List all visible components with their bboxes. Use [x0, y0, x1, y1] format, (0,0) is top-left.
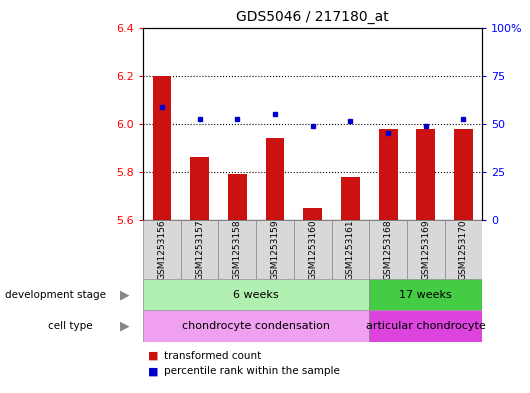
Text: GSM1253170: GSM1253170 [459, 219, 468, 280]
Text: GSM1253157: GSM1253157 [195, 219, 204, 280]
Bar [341, 177, 360, 220]
Bar [218, 220, 256, 279]
Text: cell type: cell type [48, 321, 92, 331]
Text: GSM1253159: GSM1253159 [270, 219, 279, 280]
Bar [143, 220, 181, 279]
Text: GSM1253168: GSM1253168 [384, 219, 393, 280]
Text: ▶: ▶ [120, 320, 130, 333]
Text: chondrocyte condensation: chondrocyte condensation [182, 321, 330, 331]
Bar [369, 310, 482, 342]
Bar [332, 220, 369, 279]
Text: ■: ■ [148, 366, 159, 376]
Bar [256, 220, 294, 279]
Bar [143, 279, 369, 310]
Bar [407, 220, 445, 279]
Bar [181, 220, 218, 279]
Bar [369, 279, 482, 310]
Bar [228, 174, 247, 220]
Text: 17 weeks: 17 weeks [400, 290, 452, 300]
Text: GSM1253156: GSM1253156 [157, 219, 166, 280]
Text: ■: ■ [148, 351, 159, 361]
Text: development stage: development stage [5, 290, 107, 300]
Text: 6 weeks: 6 weeks [233, 290, 279, 300]
Bar [454, 129, 473, 220]
Bar [294, 220, 332, 279]
Bar [143, 310, 369, 342]
Bar [153, 75, 171, 220]
Text: GSM1253158: GSM1253158 [233, 219, 242, 280]
Bar [266, 138, 285, 220]
Bar [445, 220, 482, 279]
Text: articular chondrocyte: articular chondrocyte [366, 321, 485, 331]
Title: GDS5046 / 217180_at: GDS5046 / 217180_at [236, 10, 389, 24]
Text: GSM1253169: GSM1253169 [421, 219, 430, 280]
Bar [190, 158, 209, 220]
Text: GSM1253161: GSM1253161 [346, 219, 355, 280]
Bar [378, 129, 398, 220]
Text: GSM1253160: GSM1253160 [308, 219, 317, 280]
Text: percentile rank within the sample: percentile rank within the sample [164, 366, 340, 376]
Text: ▶: ▶ [120, 288, 130, 301]
Bar [303, 208, 322, 220]
Text: transformed count: transformed count [164, 351, 261, 361]
Bar [369, 220, 407, 279]
Bar [417, 129, 435, 220]
